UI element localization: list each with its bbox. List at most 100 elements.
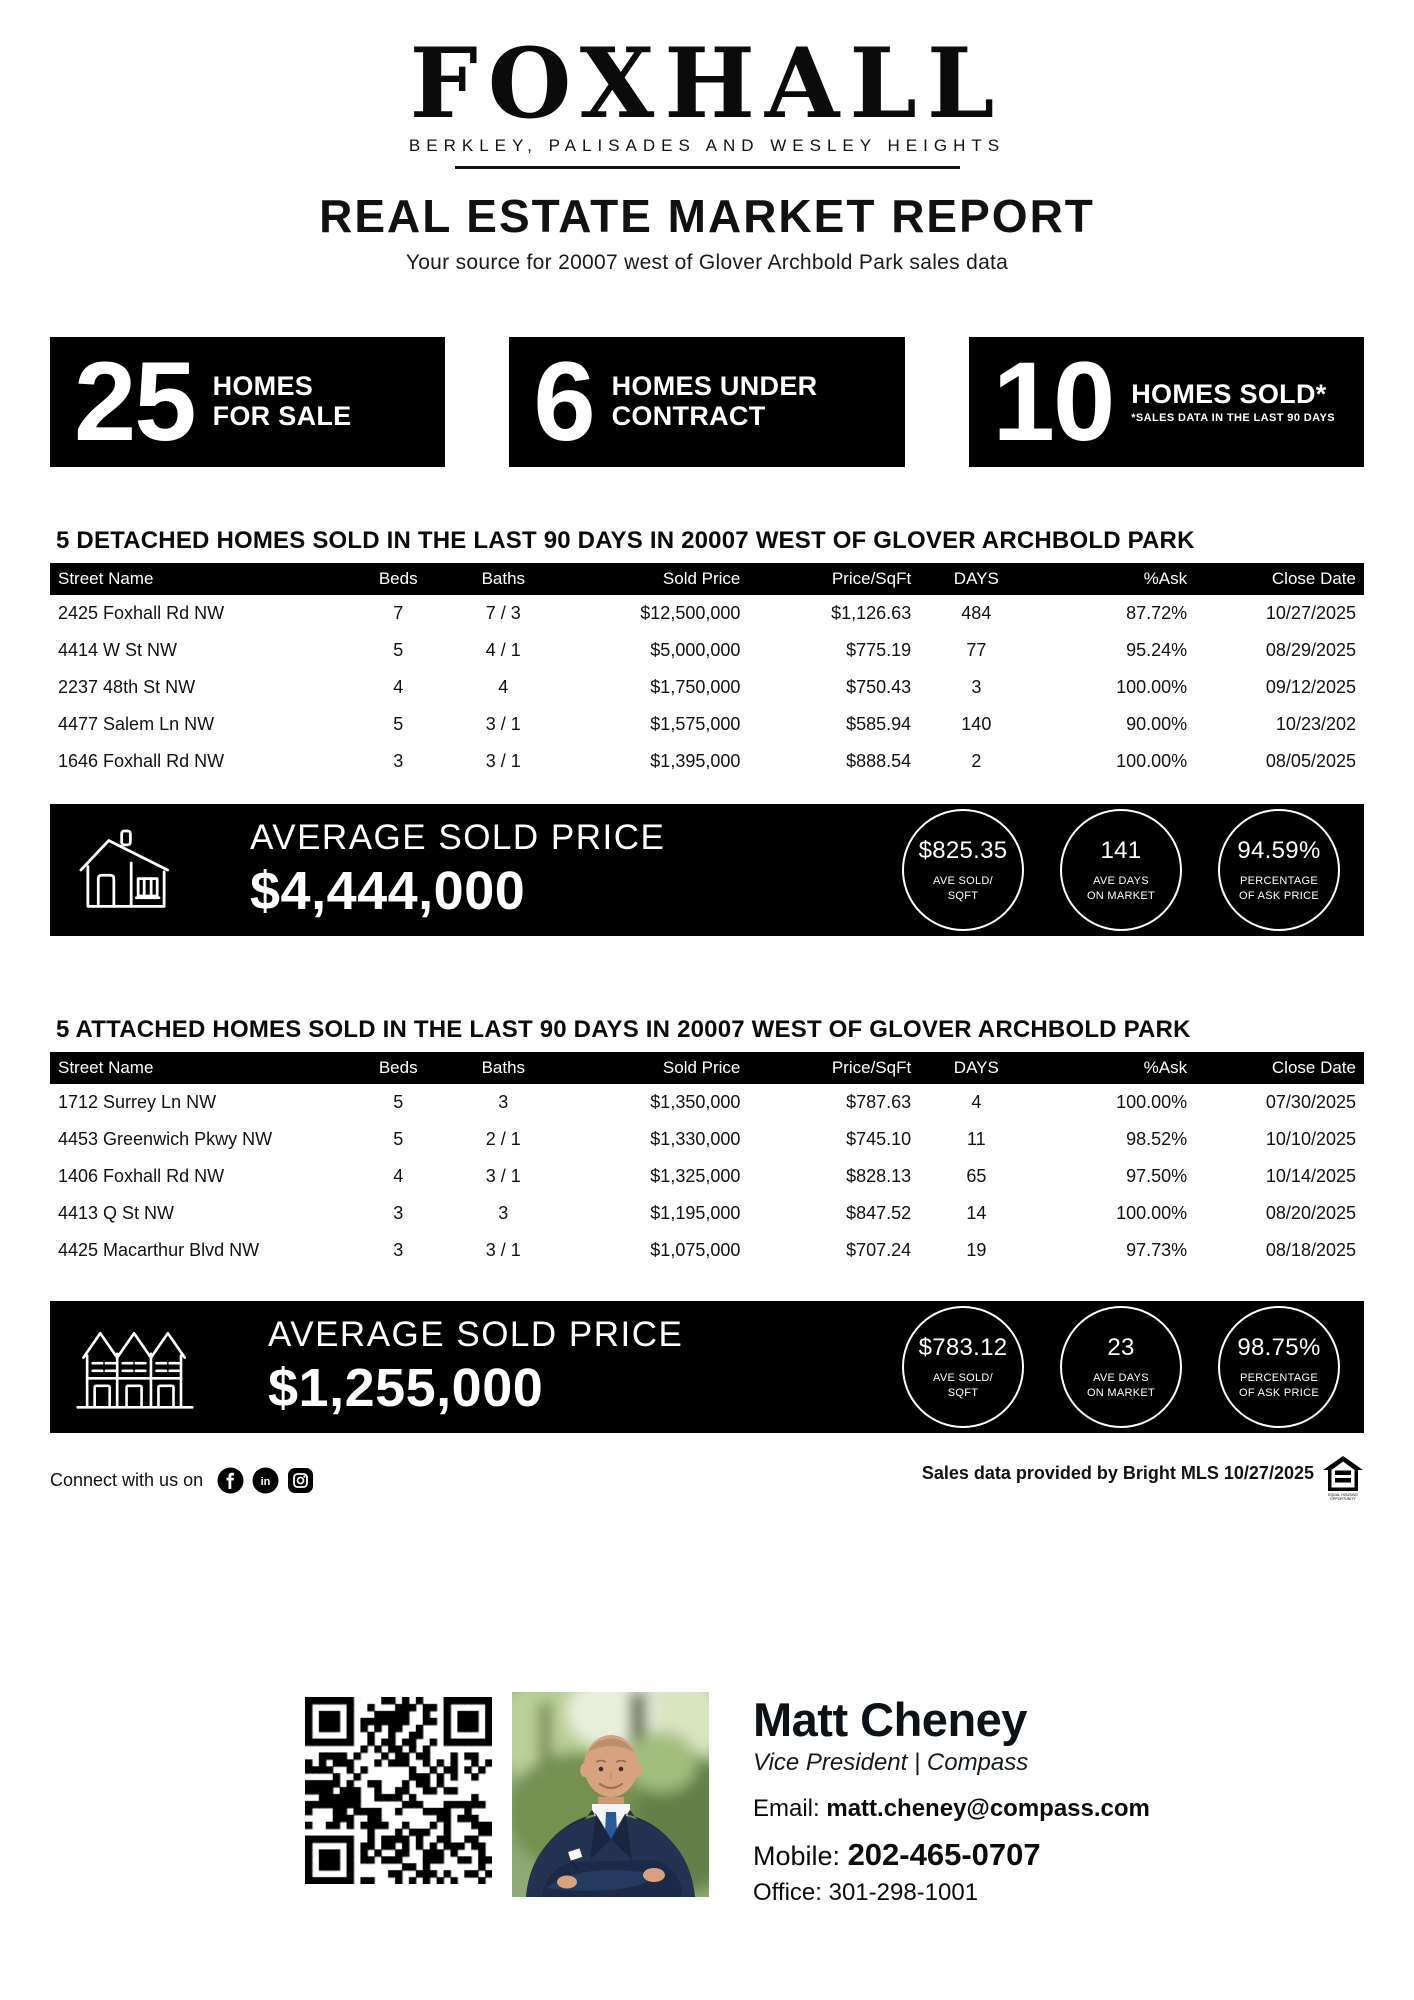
metric-label: AVE DAYS ON MARKET [1086, 875, 1156, 902]
table-cell: 3 [971, 677, 982, 697]
detached-section: 5 DETACHED HOMES SOLD IN THE LAST 90 DAY… [50, 527, 1364, 780]
office-label: Office: [753, 1879, 822, 1906]
table-row: 2425 Foxhall Rd NW 7 7 / 3 $12,500,000 $1,12… [50, 595, 1364, 632]
table-cell: 2 [971, 751, 982, 771]
table-cell: 4 [498, 677, 509, 697]
stat-label: CONTRACT [611, 401, 766, 431]
column-header-sold-price: Sold Price [562, 1052, 747, 1084]
attached-summary-banner: AVERAGE SOLD PRICE $1,255,000 $783.12 AV… [50, 1301, 1364, 1433]
table-cell: 5 [393, 1129, 404, 1149]
table-cell: $1,195,000 [650, 1203, 741, 1223]
instagram-icon[interactable] [287, 1467, 314, 1494]
table-cell: 2237 48th St NW [58, 677, 196, 697]
metric-pct-of-ask: 98.75% PERCENTAGE OF ASK PRICE [1218, 1306, 1340, 1428]
stat-value: 25 [74, 339, 197, 465]
agent-title: Vice President | Compass [753, 1749, 1029, 1776]
table-cell: 65 [966, 1166, 987, 1186]
table-cell: 10/23/202 [1275, 714, 1356, 734]
table-cell: 4453 Greenwich Pkwy NW [58, 1129, 273, 1149]
section-title-attached: 5 ATTACHED HOMES SOLD IN THE LAST 90 DAY… [56, 1016, 1191, 1043]
stat-label: HOMES UNDER [611, 371, 818, 402]
column-header-close-date: Close Date [1193, 1052, 1364, 1084]
report-tagline: Your source for 20007 west of Glover Arc… [405, 251, 1009, 274]
table-cell: 3 / 1 [485, 1240, 521, 1260]
svg-text:EQUAL HOUSING: EQUAL HOUSING [1328, 1493, 1358, 1497]
table-cell: $1,330,000 [650, 1129, 741, 1149]
linkedin-icon[interactable]: in [252, 1467, 279, 1494]
table-row: 4414 W St NW 5 4 / 1 $5,000,000 $775.19 77 95.… [50, 632, 1364, 669]
table-cell: 87.72% [1126, 603, 1188, 623]
table-cell: 4 [971, 1092, 982, 1112]
table-cell: 95.24% [1126, 640, 1188, 660]
metric-pct-of-ask: 94.59% PERCENTAGE OF ASK PRICE [1218, 809, 1340, 931]
metric-value: 23 [1107, 1334, 1135, 1362]
table-cell: $1,126.63 [831, 603, 912, 623]
column-header-price-sqft: Price/SqFt [746, 563, 918, 595]
masthead: FOXHALL BERKLEY, PALISADES AND WESLEY HE… [0, 0, 1414, 275]
table-cell: 4425 Macarthur Blvd NW [58, 1240, 260, 1260]
data-source-note: Sales data provided by Bright MLS 10/27/… [921, 1463, 1314, 1483]
footer-row: Connect with us on in Sales d [50, 1455, 1364, 1506]
detached-sales-table: Street Name Beds Baths Sold Price Price/… [50, 563, 1364, 780]
table-row: 4477 Salem Ln NW 5 3 / 1 $1,575,000 $585.94 1… [50, 706, 1364, 743]
connect-label: Connect with us on [50, 1470, 204, 1490]
metric-value: $825.35 [918, 837, 1008, 865]
table-row: 4453 Greenwich Pkwy NW 5 2 / 1 $1,330,000 $7… [50, 1121, 1364, 1158]
metric-value: 141 [1100, 837, 1142, 865]
table-cell: $750.43 [846, 677, 912, 697]
table-cell: 1406 Foxhall Rd NW [58, 1166, 225, 1186]
brand-logo: FOXHALL [409, 27, 1005, 140]
table-cell: $1,395,000 [650, 751, 741, 771]
table-row: 4413 Q St NW 3 3 $1,195,000 $847.52 14 100.00%… [50, 1195, 1364, 1232]
table-cell: 07/30/2025 [1265, 1092, 1356, 1112]
metric-ave-days-on-market: 23 AVE DAYS ON MARKET [1060, 1306, 1182, 1428]
table-cell: 2 / 1 [485, 1129, 521, 1149]
agent-mobile-number[interactable]: 202-465-0707 [847, 1837, 1041, 1872]
column-header-pct-ask: %Ask [1035, 1052, 1194, 1084]
table-row: 1646 Foxhall Rd NW 3 3 / 1 $1,395,000 $888.5… [50, 743, 1364, 780]
metric-value: $783.12 [918, 1334, 1008, 1362]
metric-value: 94.59% [1237, 837, 1321, 865]
table-cell: 100.00% [1116, 751, 1188, 771]
table-cell: $12,500,000 [640, 603, 741, 623]
table-header-row: Street Name Beds Baths Sold Price Price/… [50, 1052, 1364, 1084]
column-header-baths: Baths [444, 563, 563, 595]
table-cell: 100.00% [1116, 1092, 1188, 1112]
stat-footnote: *SALES DATA IN THE LAST 90 DAYS [1131, 412, 1335, 425]
table-cell: 3 / 1 [485, 714, 521, 734]
metric-label: AVE SOLD/ SQFT [933, 875, 993, 902]
column-header-street: Street Name [50, 1052, 353, 1084]
facebook-icon[interactable] [217, 1467, 244, 1494]
average-sold-price-label: AVERAGE SOLD PRICE [268, 1315, 684, 1354]
table-cell: 98.52% [1126, 1129, 1188, 1149]
table-cell: 5 [393, 1092, 404, 1112]
table-cell: 3 [393, 1240, 404, 1260]
brand-neighborhoods: BERKLEY, PALISADES AND WESLEY HEIGHTS [408, 136, 1006, 155]
qr-code [305, 1697, 492, 1884]
column-header-days: DAYS [917, 1052, 1036, 1084]
metric-label: AVE DAYS ON MARKET [1086, 1372, 1156, 1399]
stat-label: FOR SALE [212, 401, 352, 431]
brand-divider [454, 166, 960, 169]
section-title-detached: 5 DETACHED HOMES SOLD IN THE LAST 90 DAY… [56, 527, 1195, 554]
agent-office-number[interactable]: 301-298-1001 [828, 1879, 979, 1906]
report-title: REAL ESTATE MARKET REPORT [319, 190, 1095, 242]
townhomes-icon [74, 1319, 196, 1415]
average-sold-price-value: $1,255,000 [268, 1358, 544, 1418]
table-cell: 3 [393, 1203, 404, 1223]
table-cell: $707.24 [846, 1240, 912, 1260]
table-row: 1406 Foxhall Rd NW 4 3 / 1 $1,325,000 $828.1… [50, 1158, 1364, 1195]
table-cell: $745.10 [846, 1129, 912, 1149]
average-sold-price-value: $4,444,000 [250, 861, 526, 921]
attached-sales-table: Street Name Beds Baths Sold Price Price/… [50, 1052, 1364, 1269]
agent-name: Matt Cheney [753, 1693, 1027, 1746]
table-cell: 10/14/2025 [1265, 1166, 1356, 1186]
table-cell: 100.00% [1116, 1203, 1188, 1223]
table-cell: $847.52 [846, 1203, 912, 1223]
email-label: Email: [753, 1795, 820, 1822]
stat-label: HOMES SOLD* [1131, 378, 1327, 409]
agent-email[interactable]: matt.cheney@compass.com [826, 1795, 1150, 1822]
svg-text:in: in [261, 1476, 271, 1488]
table-cell: $828.13 [846, 1166, 912, 1186]
